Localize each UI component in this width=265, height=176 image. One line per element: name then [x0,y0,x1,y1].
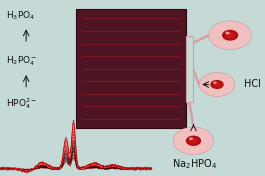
Circle shape [199,73,235,96]
Circle shape [189,137,193,140]
Circle shape [173,127,214,155]
Circle shape [213,81,217,84]
Circle shape [189,138,198,144]
Circle shape [186,136,201,146]
Text: HCl: HCl [245,80,261,89]
Circle shape [213,82,221,87]
Circle shape [225,32,230,34]
Text: Na$_2$HPO$_4$: Na$_2$HPO$_4$ [172,158,217,171]
Circle shape [210,80,224,89]
Circle shape [222,30,238,41]
Text: H$_2$PO$_4^-$: H$_2$PO$_4^-$ [6,55,37,68]
Bar [76,9,186,128]
Circle shape [225,32,235,38]
Bar [186,36,193,102]
Circle shape [209,21,251,50]
Text: HPO$_4^{2-}$: HPO$_4^{2-}$ [6,96,37,111]
Text: H$_3$PO$_4$: H$_3$PO$_4$ [6,10,35,22]
